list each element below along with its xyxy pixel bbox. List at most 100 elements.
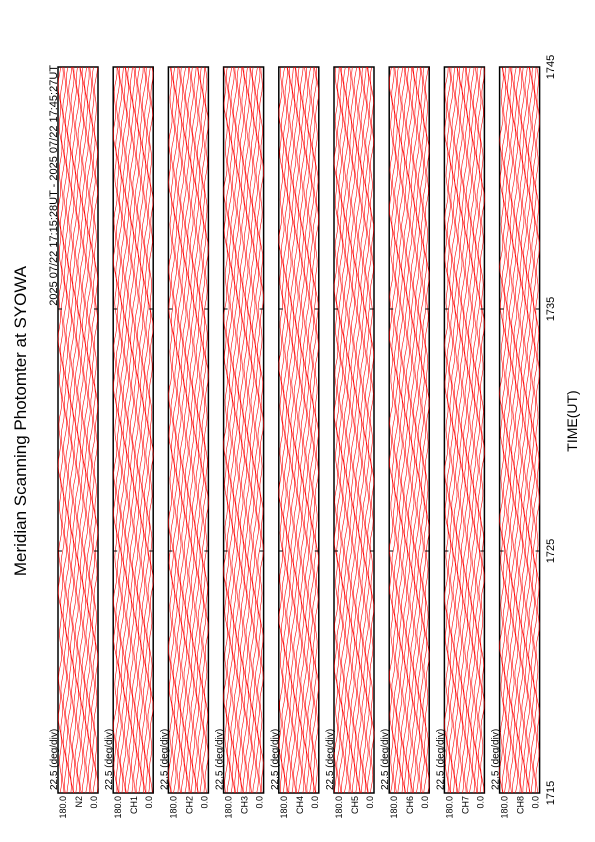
trace [312, 66, 317, 794]
panel-frame [498, 66, 541, 794]
panel-top-label: 180.0 [224, 796, 234, 819]
trace [91, 66, 96, 794]
trace [393, 66, 399, 794]
trace [76, 66, 82, 793]
trace [237, 66, 243, 794]
trace [120, 66, 125, 794]
chart-subtitle: 2025 07/22 17:15:28UT - 2025 07/22 17:45… [48, 65, 60, 306]
trace [244, 66, 250, 794]
trace [204, 66, 209, 794]
scale-label: 22.5 (deg/div) [435, 729, 446, 790]
trace [448, 66, 454, 794]
trace [295, 66, 300, 794]
trace [523, 66, 528, 794]
channel-label: CH7 [460, 796, 470, 814]
trace [252, 66, 257, 794]
trace [508, 66, 514, 794]
trace [340, 66, 346, 794]
trace [520, 66, 526, 794]
trace [86, 66, 92, 794]
x-tick-label: 1725 [545, 539, 557, 563]
trace [477, 66, 483, 794]
panel-bottom-label: 0.0 [531, 796, 541, 809]
panel-top-label: 180.0 [500, 796, 510, 819]
trace [307, 66, 312, 794]
panel-top-label: 180.0 [168, 796, 178, 819]
trace [391, 66, 396, 793]
trace [146, 66, 152, 794]
trace [254, 66, 260, 794]
trace [115, 66, 120, 794]
trace [465, 66, 471, 794]
x-axis-label: TIME(UT) [564, 390, 580, 451]
panel-frame [57, 66, 99, 794]
trace [528, 66, 533, 794]
trace [451, 66, 456, 794]
trace [132, 66, 137, 794]
trace [513, 66, 519, 794]
trace [148, 66, 154, 794]
trace [398, 66, 404, 794]
rotated-frame: Meridian Scanning Photomter at SYOWA 202… [11, 55, 580, 819]
trace [369, 66, 375, 794]
trace [516, 66, 521, 794]
trace [112, 66, 118, 793]
trace [184, 66, 190, 794]
panel-bottom-label: 0.0 [144, 796, 154, 809]
trace [194, 66, 200, 794]
x-tick-label: 1735 [545, 297, 557, 321]
panel-top-label: 180.0 [334, 796, 344, 819]
trace [460, 66, 466, 794]
panel-top-label: 180.0 [58, 796, 68, 819]
trace [412, 67, 418, 794]
trace [446, 66, 452, 794]
panel-top-label: 180.0 [444, 796, 454, 819]
scale-label: 22.5 (deg/div) [325, 729, 336, 790]
trace [228, 66, 233, 794]
trace [470, 66, 476, 794]
channel-label: N2 [74, 796, 84, 808]
trace [187, 66, 192, 794]
trace [499, 66, 504, 794]
trace [535, 66, 540, 794]
trace [300, 66, 305, 794]
trace [475, 66, 480, 794]
panel-bottom-label: 0.0 [310, 796, 320, 809]
trace [81, 66, 87, 794]
trace [532, 66, 538, 794]
trace [511, 66, 516, 794]
chart-title: Meridian Scanning Photomter at SYOWA [11, 265, 30, 576]
panel-bottom-label: 0.0 [365, 796, 375, 809]
trace [62, 66, 68, 794]
trace [290, 66, 296, 794]
trace [453, 66, 459, 794]
trace [79, 66, 84, 794]
trace [230, 66, 236, 794]
panel-frame [278, 66, 320, 794]
trace [168, 66, 173, 794]
trace [69, 66, 75, 794]
trace [420, 66, 425, 794]
trace [343, 66, 348, 794]
trace [74, 66, 80, 794]
trace [136, 66, 142, 794]
trace [302, 66, 308, 794]
trace [199, 66, 204, 794]
channel-label: CH1 [129, 796, 139, 814]
trace [506, 66, 512, 794]
trace [463, 66, 468, 794]
trace [314, 66, 320, 794]
trace [124, 66, 130, 794]
trace [367, 66, 372, 794]
trace [182, 66, 188, 794]
trace [410, 66, 416, 794]
trace [458, 66, 464, 794]
panel-top-label: 180.0 [389, 796, 399, 819]
trace [235, 66, 240, 794]
trace [259, 66, 264, 794]
trace [249, 66, 255, 794]
channel-label: CH4 [295, 796, 305, 814]
trace [223, 66, 228, 794]
trace [518, 66, 524, 794]
